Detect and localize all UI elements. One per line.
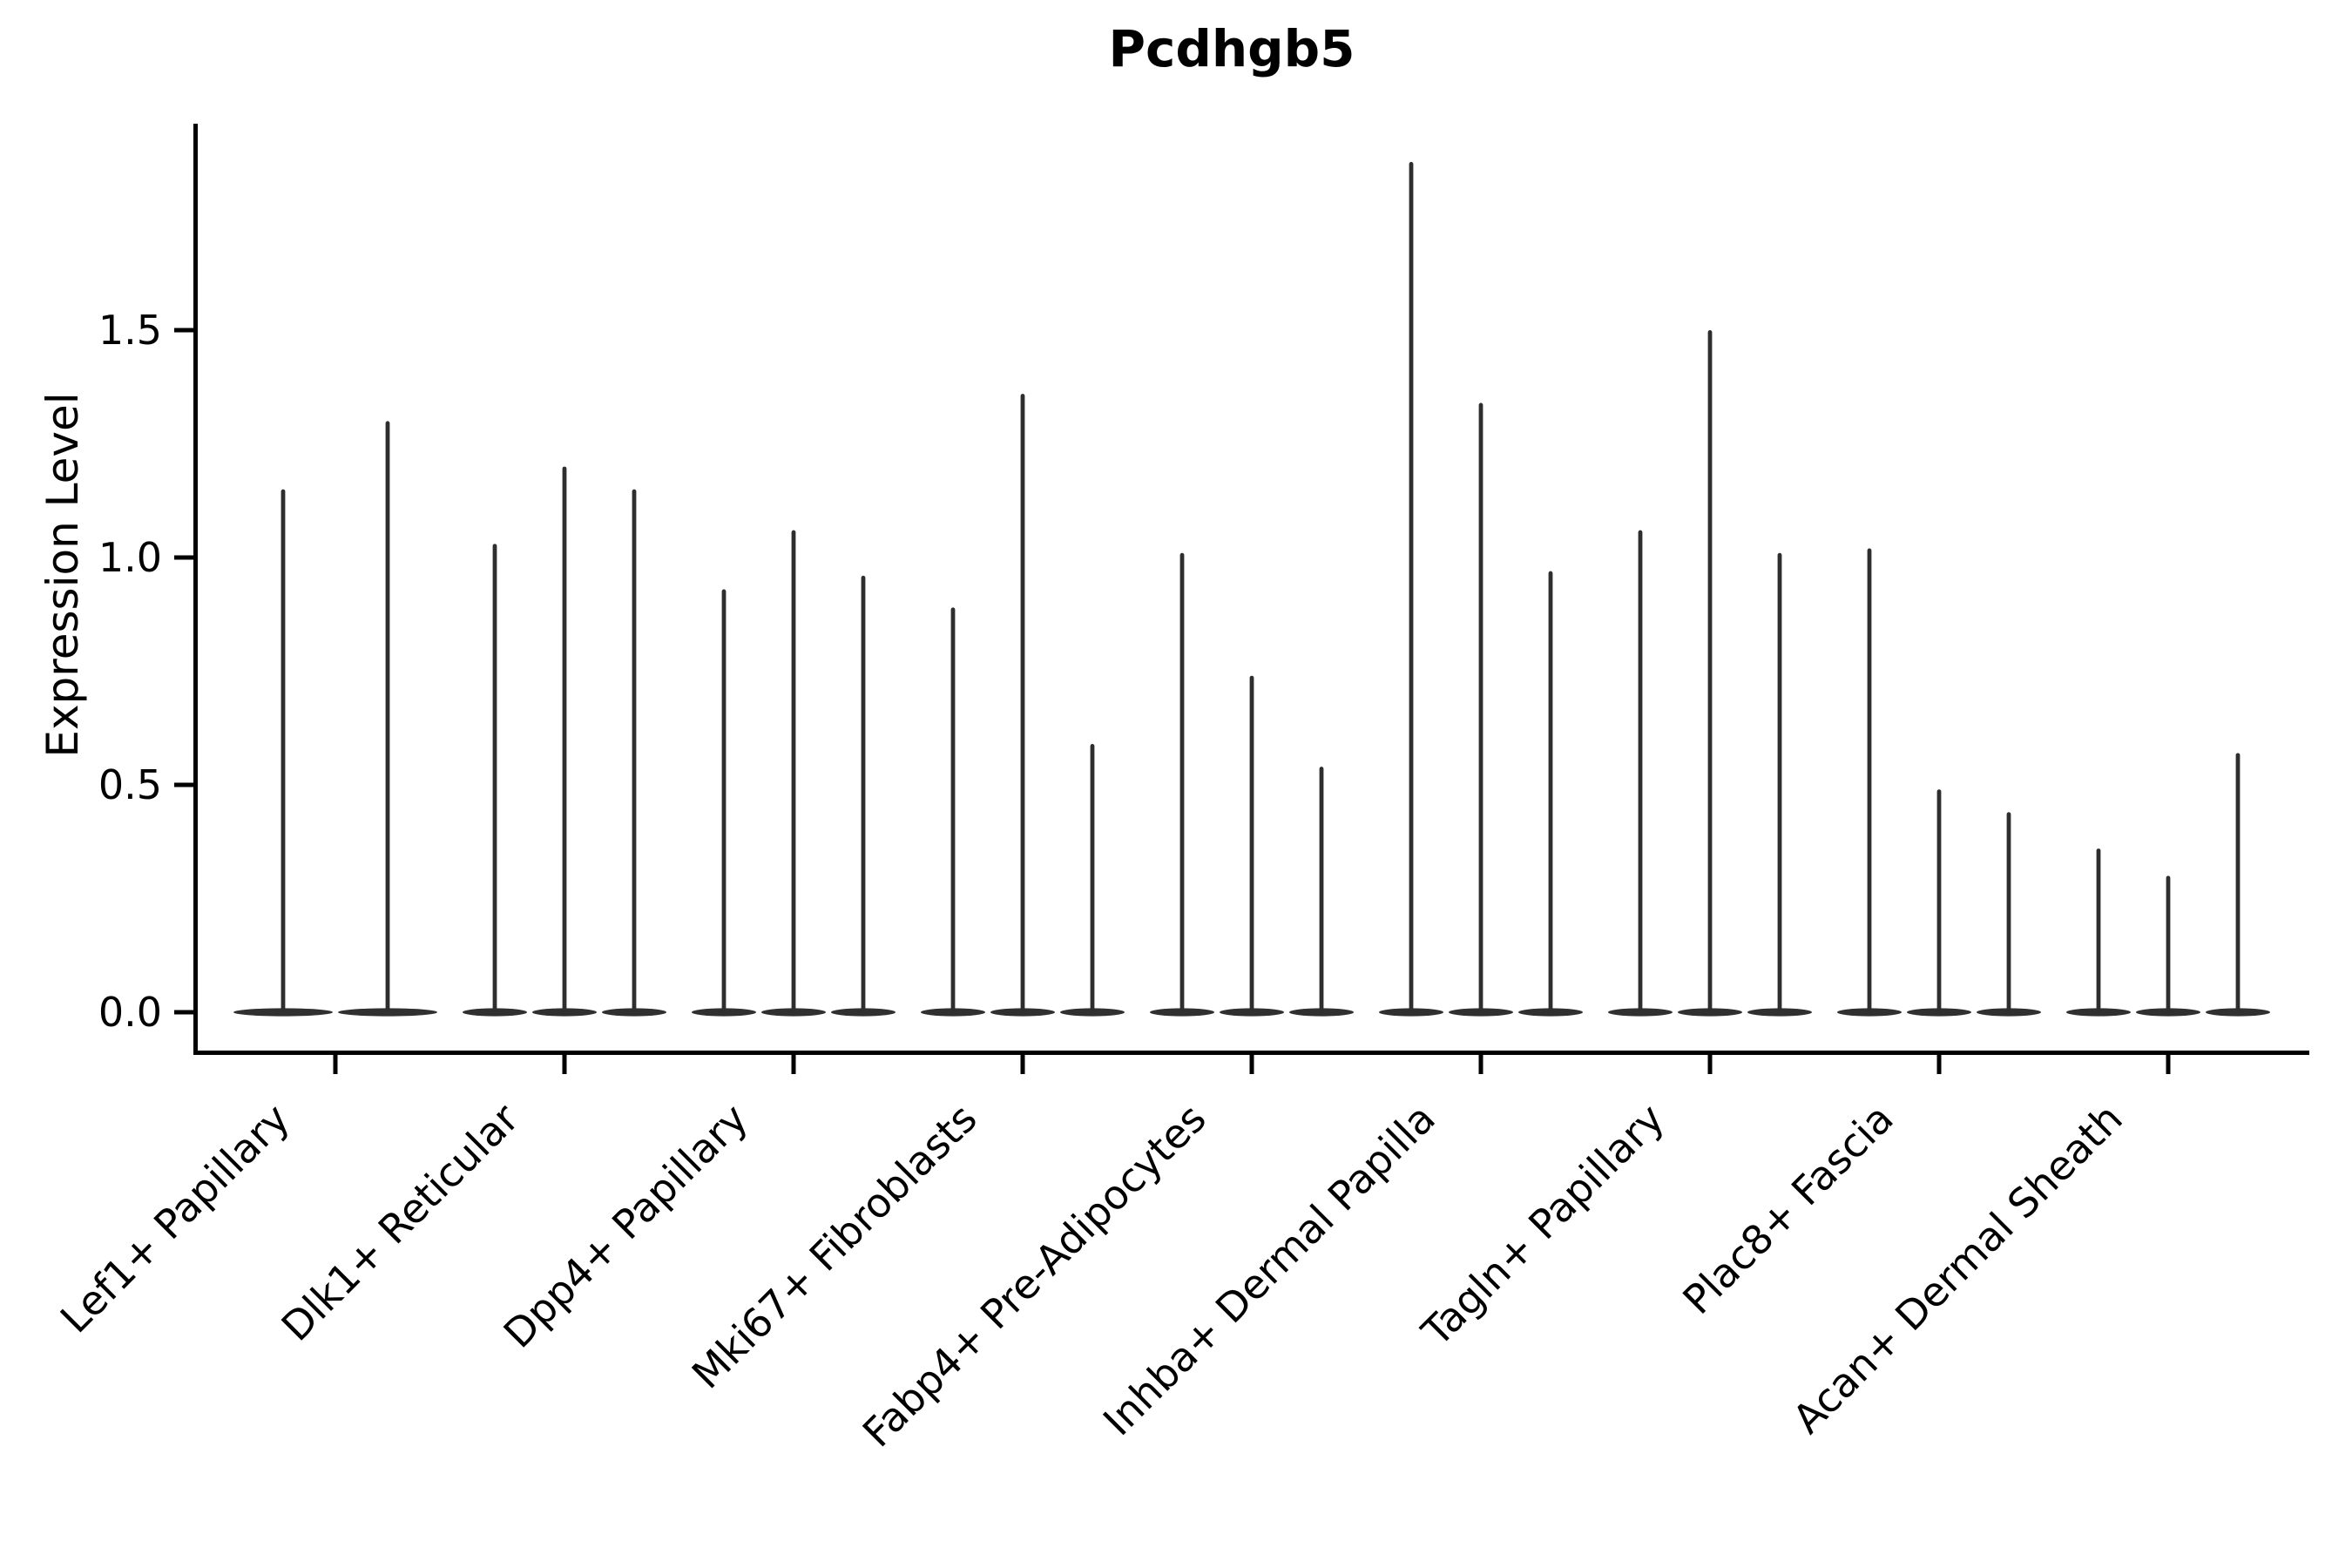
violin-base [692,1008,756,1017]
violin-base [990,1008,1055,1017]
violin-base [1678,1008,1742,1017]
x-tick-label: Tagln+ Papillary [1412,1095,1673,1356]
y-axis-title: Expression Level [37,392,88,758]
violin-base [532,1008,597,1017]
y-tick-label: 0.0 [98,989,162,1036]
violin-base [921,1008,985,1017]
y-tick-label: 1.5 [98,307,162,354]
violin-base [1289,1008,1354,1017]
violin-base [463,1008,527,1017]
violin-base [1907,1008,1971,1017]
x-tick-label: Lef1+ Papillary [51,1095,299,1342]
violin-base [831,1008,896,1017]
violin-base [2206,1008,2270,1017]
y-tick-label: 0.5 [98,761,162,808]
violin-base [1060,1008,1125,1017]
x-tick-label: Dpp4+ Papillary [495,1095,757,1357]
violin-base [2136,1008,2200,1017]
violin-base [1150,1008,1214,1017]
violin-base [1608,1008,1673,1017]
violin-base [602,1008,666,1017]
plot-title: Pcdhgb5 [1108,19,1355,78]
violin-base [1449,1008,1513,1017]
violin-base [1837,1008,1902,1017]
violin-base [761,1008,826,1017]
violin-base [233,1008,333,1017]
violin-base [2066,1008,2131,1017]
y-tick-label: 1.0 [98,534,162,581]
violin-base [338,1008,437,1017]
violin-base [1977,1008,2041,1017]
x-tick-label: Dlk1+ Reticular [273,1095,528,1350]
violin-base [1747,1008,1812,1017]
violin-base [1379,1008,1443,1017]
violin-base [1518,1008,1583,1017]
violin-base [1220,1008,1284,1017]
x-tick-label: Plac8+ Fascia [1673,1095,1902,1323]
